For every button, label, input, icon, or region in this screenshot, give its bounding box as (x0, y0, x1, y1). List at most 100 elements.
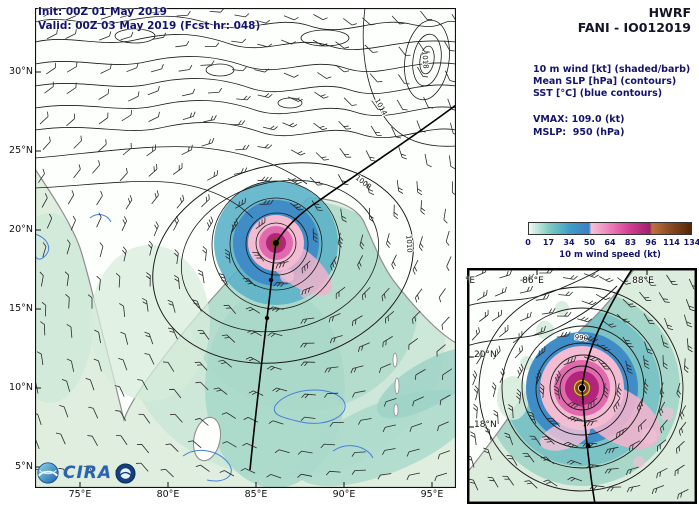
wind-barb (202, 246, 207, 261)
wind-barb (357, 342, 370, 352)
storm-id: FANI - IO012019 (577, 20, 691, 35)
wind-barb (424, 153, 432, 168)
wind-barb (599, 276, 614, 283)
wind-shading-over-land (90, 245, 210, 401)
wind-barb (604, 446, 619, 455)
colorbar-tick: 0 (525, 238, 531, 247)
wind-barb (438, 288, 446, 303)
wind-barb (664, 317, 674, 331)
wind-barb (660, 419, 668, 434)
wind-barb (207, 170, 219, 181)
track-point (578, 384, 586, 392)
wind-barb (684, 358, 689, 373)
wind-barb (494, 286, 507, 297)
wind-barb (313, 14, 328, 21)
wind-barb (55, 432, 66, 445)
wind-barb (522, 453, 535, 463)
wind-barb (381, 287, 390, 302)
field-legend: 10 m wind [kt] (shaded/barb) Mean SLP [h… (533, 64, 690, 100)
wind-barb (556, 311, 572, 317)
wind-barb (409, 423, 423, 432)
wind-barb (365, 150, 377, 162)
wind-barb (516, 388, 522, 404)
wind-barb (514, 345, 524, 359)
wind-barb (329, 335, 343, 344)
wind-barb (148, 164, 158, 177)
wind-barb (96, 190, 103, 206)
wind-barb (358, 418, 372, 425)
wind-barb (350, 365, 364, 374)
wind-barb (58, 467, 70, 479)
inset-storm-track (578, 268, 634, 504)
wind-barb (686, 338, 693, 353)
y-axis-label: 20°N (9, 224, 33, 235)
inset-x-axis-label: 86°E (522, 276, 544, 286)
wind-barb (39, 271, 44, 287)
x-axis-label: 90°E (332, 489, 356, 500)
wind-barb (351, 469, 366, 475)
wind-barb (135, 462, 149, 472)
wind-barb (470, 431, 477, 446)
wind-barb (406, 472, 420, 480)
wind-barb (259, 199, 274, 205)
partner-logo-icon (115, 462, 136, 484)
wind-barb (396, 99, 408, 111)
wind-barb (245, 356, 261, 363)
wind-barb (512, 331, 523, 344)
wind-barb (181, 88, 196, 97)
wind-barb (656, 467, 668, 479)
wind-barb (201, 138, 215, 147)
x-axis-label: 95°E (420, 489, 444, 500)
wind-barb (335, 64, 350, 73)
wind-barb (301, 260, 311, 274)
wind-barb (396, 180, 404, 194)
wind-barb (152, 32, 167, 40)
wind-barb (499, 368, 505, 383)
wind-barb (93, 358, 102, 372)
wind-barb (100, 63, 112, 74)
wind-barb (533, 325, 546, 336)
wind-barb (582, 442, 598, 448)
wind-barb (257, 93, 273, 98)
wind-barb (637, 419, 647, 432)
wind-barb (98, 88, 110, 100)
wind-barb (173, 216, 179, 231)
wind-barb (314, 91, 329, 99)
wind-barb (317, 72, 332, 79)
wind-barb (382, 424, 396, 433)
wind-barb (300, 361, 316, 367)
inset-track-line (581, 268, 634, 504)
wind-barb (473, 385, 479, 401)
wind-barb (309, 176, 323, 186)
wind-barb (160, 468, 174, 478)
wind-barb (603, 383, 609, 398)
wind-barb (398, 146, 407, 160)
wind-barb (115, 410, 127, 421)
wind-barb (658, 292, 670, 303)
colorbar-tick: 64 (604, 238, 616, 247)
wind-barb (651, 485, 665, 495)
wind-barb (437, 450, 451, 460)
wind-barb (235, 197, 247, 209)
wind-barb (369, 207, 374, 223)
wind-barb (289, 202, 304, 211)
wind-barb (595, 293, 611, 300)
wind-barb (268, 420, 284, 425)
wind-barb (273, 282, 288, 287)
wind-barb (441, 316, 450, 330)
wind-barb (451, 13, 456, 25)
wind-barb (97, 139, 107, 152)
wind-barb (643, 355, 650, 370)
wind-barb (398, 74, 410, 85)
wind-barb (151, 8, 165, 14)
wind-barb (194, 361, 208, 371)
wind-barb (138, 413, 151, 424)
wind-barb (473, 403, 478, 419)
wind-barb (125, 195, 133, 210)
wind-barb (558, 291, 573, 297)
wind-barb (604, 468, 619, 474)
wind-barb (99, 31, 112, 41)
wind-barb (362, 17, 376, 26)
wind-barb (524, 480, 538, 489)
